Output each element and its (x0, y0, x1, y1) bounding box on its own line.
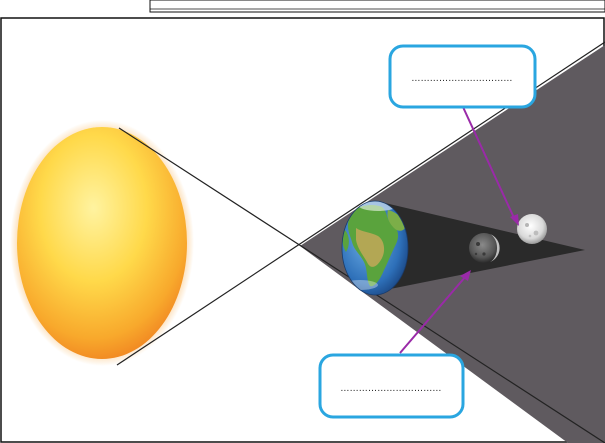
header-strip (149, 0, 605, 13)
arrow-bottom (399, 270, 471, 354)
callout-bottom-label: …………………………… (340, 384, 441, 394)
callout-bottom[interactable]: …………………………… (318, 353, 465, 419)
moon-icon (469, 233, 500, 263)
callout-top[interactable]: …………………………… (388, 44, 537, 109)
arrow-top (462, 106, 519, 226)
callout-top-label: …………………………… (411, 74, 512, 84)
earth-icon (341, 200, 409, 296)
moon-icon (517, 214, 547, 244)
sun-icon (10, 120, 194, 366)
